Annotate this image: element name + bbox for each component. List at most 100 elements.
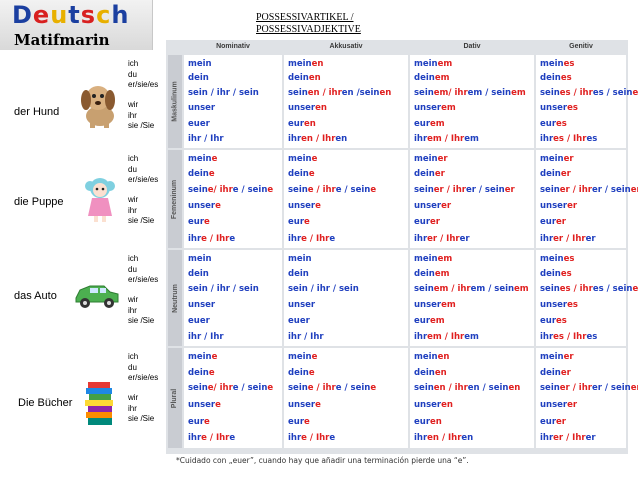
stem-text: euer <box>188 316 210 326</box>
stem-text: dein <box>188 269 209 279</box>
stem-text: mein <box>414 352 438 363</box>
ending-text: em <box>434 269 450 279</box>
ending-text: es / Ihr <box>553 332 587 342</box>
possessive-form: unseren <box>288 103 327 113</box>
pronoun-label: wir <box>128 295 139 304</box>
ending-text: e / Ihr <box>301 233 330 244</box>
gender-label: Neutrum <box>171 283 179 313</box>
table-cell: meinem deinem seinem / ihrem / seinem unser… <box>410 250 534 346</box>
stem-text: dein <box>414 169 435 180</box>
pronoun-label: er/sie/es <box>128 80 159 89</box>
stem-text: eur <box>540 416 557 427</box>
pronoun-label: wir <box>128 195 139 204</box>
ending-text: em <box>441 103 456 114</box>
possessive-form: meine <box>288 154 317 164</box>
ending-text: e <box>304 217 310 228</box>
possessive-form: unseres <box>540 300 578 310</box>
ending-text: er / Ihr <box>553 433 586 444</box>
stem-text: dein <box>540 269 561 279</box>
page-heading: POSSESSIVARTIKEL / POSSESSIVADJEKTIVE <box>256 12 361 36</box>
stem-text: ihr <box>414 433 428 444</box>
possessive-form: meine <box>288 352 317 362</box>
possessive-form: unserem <box>414 103 456 113</box>
heading-line-1: POSSESSIVARTIKEL / <box>256 12 354 23</box>
possessive-form: ihre / Ihre <box>288 433 335 443</box>
possessive-form: deiner <box>540 169 571 179</box>
possessive-table: Nominativ Akkusativ Dativ Genitiv Maskulinum… <box>166 40 638 454</box>
ending-text: e <box>208 367 215 378</box>
stem-text: e / sein <box>335 383 371 394</box>
ending-text: e / Ihr <box>301 433 330 444</box>
stem-text: mein <box>414 254 438 264</box>
stem-text: en <box>461 433 474 444</box>
stem-text: em <box>464 332 479 342</box>
possessive-form: seiner / ihrer / seiner <box>414 185 515 195</box>
possessive-form: mein <box>188 254 212 264</box>
noun-label-puppe: die Puppe <box>14 196 64 208</box>
logo-letter: t <box>68 1 81 29</box>
possessive-form: meinem <box>414 254 452 264</box>
gender-band: Maskulinum <box>168 55 182 148</box>
ending-text: es <box>632 87 638 98</box>
possessive-form: ihr / Ihr <box>188 332 224 342</box>
stem-text: euer <box>188 118 210 129</box>
possessive-form: eure <box>188 217 210 227</box>
stem-text: sein / ihr / sein <box>288 284 359 294</box>
possessive-form: ihre / Ihre <box>188 234 235 244</box>
possessive-form: unser <box>188 103 215 113</box>
ending-text: er / ihr <box>559 184 592 195</box>
stem-text: dein <box>188 367 209 378</box>
stem-text: es / sein <box>592 87 633 98</box>
noun-label-hund: der Hund <box>14 106 60 118</box>
table-cell: meinen deinen seinen / ihren /seinen unsere… <box>284 55 408 148</box>
stem-text: unser <box>188 201 216 212</box>
stem-text: sein <box>188 383 208 394</box>
possessive-form: eures <box>540 119 567 129</box>
logo-letter: c <box>96 1 112 29</box>
possessive-form: meiner <box>540 352 574 362</box>
stem-text: unser <box>188 103 216 114</box>
ending-text: e <box>311 154 318 165</box>
possessive-form: ihrem / Ihrem <box>414 134 479 144</box>
possessive-form: euren <box>414 417 442 427</box>
stem-text: ihr <box>540 233 554 244</box>
stem-text: e / sein <box>335 184 371 195</box>
ending-text: es <box>556 316 567 326</box>
ending-text: en <box>308 73 321 84</box>
ending-text: e <box>211 352 218 363</box>
stem-text: ihr / Ihr <box>188 134 224 145</box>
car-icon <box>75 285 119 308</box>
ending-text: e <box>215 400 221 411</box>
ending-text: er <box>567 201 578 212</box>
stem-text: eur <box>414 416 431 427</box>
ending-text: e / ihr <box>307 383 336 394</box>
possessive-form: sein / ihr / sein <box>188 88 259 98</box>
ending-text: e <box>215 201 221 212</box>
possessive-form: deine <box>188 169 215 179</box>
possessive-form: unser <box>288 300 315 310</box>
table-cell: mein dein sein / ihr / sein unser euer ihr / … <box>184 55 282 148</box>
stem-text: eur <box>288 416 305 427</box>
possessive-form: seinen / ihren /seinen <box>288 88 391 98</box>
ending-text: em <box>437 58 453 69</box>
books-icon <box>85 382 113 425</box>
possessive-form: seine/ ihre / seine <box>188 185 273 195</box>
ending-text: er <box>556 416 566 427</box>
ending-text: e <box>267 383 274 394</box>
ending-text: er <box>437 154 448 165</box>
stem-text: e / sein <box>232 184 268 195</box>
ending-text: en / ihr <box>307 87 342 98</box>
stem-text: dein <box>188 169 209 180</box>
stem-text: em / sein <box>470 284 515 294</box>
ending-text: es <box>567 300 578 310</box>
ending-text: em <box>514 284 529 294</box>
possessive-form: deine <box>188 368 215 378</box>
ending-text: e <box>370 184 377 195</box>
possessive-form: ihres / Ihres <box>540 332 597 342</box>
stem-text: en <box>335 134 348 145</box>
stem-text: dein <box>288 73 309 84</box>
noun-label-auto: das Auto <box>14 290 57 302</box>
stem-text: ihr <box>188 233 202 244</box>
stem-text: mein <box>288 154 312 165</box>
